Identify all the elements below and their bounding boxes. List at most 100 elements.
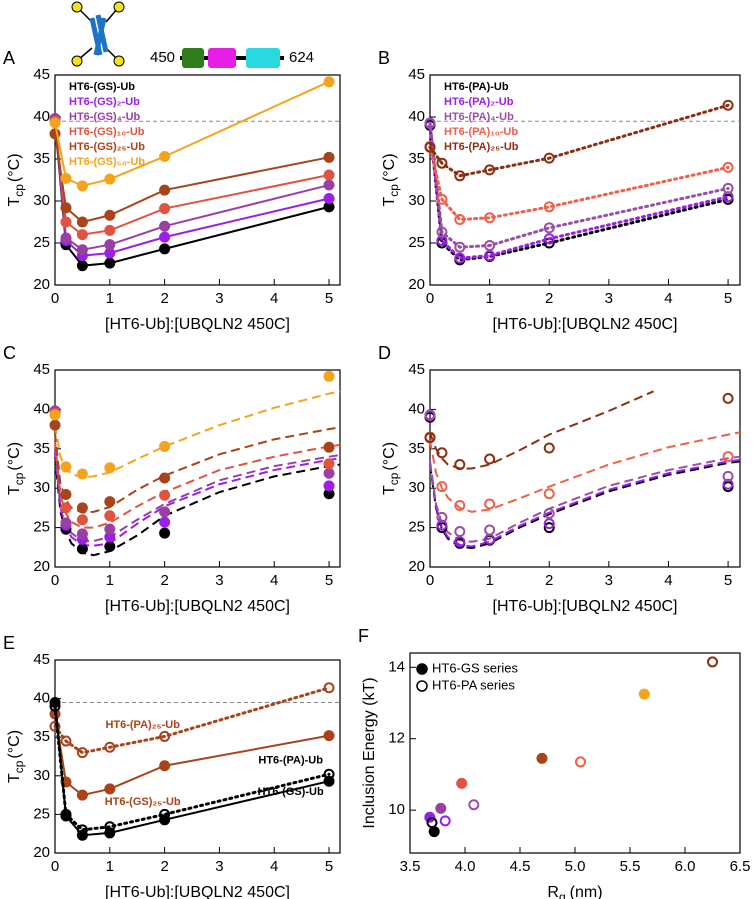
data-point <box>159 814 171 826</box>
series-line <box>53 686 331 755</box>
legend-label: HT6-(PA)₁₀-Ub <box>444 126 518 138</box>
x-tick-label: 3 <box>215 858 223 875</box>
data-point <box>159 516 171 528</box>
data-point <box>543 201 555 213</box>
x-axis-label: [HT6-Ub]:[UBQLN2 450C] <box>493 316 678 333</box>
data-point <box>104 741 116 753</box>
data-point <box>76 789 88 801</box>
y-tick-label: 35 <box>33 150 50 167</box>
panel-letter: B <box>378 48 390 68</box>
data-point <box>104 462 116 474</box>
legend-label: HT6-(PA)₂-Ub <box>444 96 514 108</box>
data-point <box>436 193 448 205</box>
schematic: 450 624 <box>71 1 314 68</box>
x-tick-label: 2 <box>160 858 168 875</box>
x-tick-label: 0 <box>426 572 434 589</box>
series-line <box>429 431 741 513</box>
x-tick-label: 1 <box>106 290 114 307</box>
data-point <box>436 481 448 493</box>
x-tick-label: 2 <box>160 572 168 589</box>
data-point <box>76 180 88 192</box>
y-tick-label: 20 <box>33 276 50 293</box>
data-point <box>484 212 496 224</box>
y-label-sub: cp <box>12 760 26 773</box>
series-line <box>54 390 341 479</box>
series-line <box>53 704 331 832</box>
x-label-main: [HT6-Ub]:[UBQLN2 450C] <box>493 316 678 333</box>
data-point <box>436 157 448 169</box>
y-tick-label: 45 <box>33 361 50 378</box>
legend-label: HT6-GS series <box>432 660 518 675</box>
plot-frame <box>429 74 741 286</box>
x-tick-label: 4 <box>270 572 278 589</box>
plot-frame <box>54 74 341 286</box>
data-point <box>49 409 61 421</box>
x-tick-label: 4 <box>270 858 278 875</box>
legend-label: HT6-(PA)₂₅-Ub <box>444 141 519 153</box>
x-tick-label: 5 <box>325 572 333 589</box>
data-point <box>722 470 734 482</box>
data-point <box>104 173 116 185</box>
x-tick-label: 5.0 <box>565 858 586 875</box>
data-point <box>454 170 466 182</box>
data-point <box>543 488 555 500</box>
data-point <box>722 161 734 173</box>
x-tick-label: 0 <box>51 572 59 589</box>
y-tick-label: 30 <box>408 192 425 209</box>
data-point <box>159 730 171 742</box>
series-line <box>54 440 341 529</box>
data-point <box>76 543 88 555</box>
data-point <box>76 229 88 241</box>
data-point <box>436 519 448 531</box>
series-line <box>428 103 730 178</box>
data-point <box>76 528 88 540</box>
series-line <box>54 80 330 187</box>
y-label-main: T <box>381 197 398 207</box>
data-point <box>159 489 171 501</box>
data-point <box>454 500 466 512</box>
data-point <box>76 260 88 272</box>
data-point <box>436 226 448 238</box>
y-tick-label: 25 <box>408 234 425 251</box>
data-point <box>76 502 88 514</box>
x-label-main: R <box>547 884 559 899</box>
data-point <box>76 216 88 228</box>
y-label-unit: (°C) <box>6 153 23 182</box>
y-tick-label: 40 <box>33 690 50 707</box>
y-label-unit: (°C) <box>381 442 398 471</box>
y-label-sub: cp <box>387 472 401 485</box>
data-point <box>159 506 171 518</box>
data-point <box>76 514 88 526</box>
data-point <box>323 480 335 492</box>
data-point <box>323 169 335 181</box>
schematic-start: 450 <box>150 49 175 66</box>
data-point <box>484 498 496 510</box>
data-point <box>435 802 447 814</box>
y-axis-label: Inclusion Energy (kT) <box>361 677 378 828</box>
series-line <box>428 121 730 249</box>
series-line <box>54 452 341 547</box>
series-line <box>54 702 330 837</box>
data-point <box>159 243 171 255</box>
x-tick-label: 4.5 <box>510 858 531 875</box>
y-tick-label: 30 <box>33 192 50 209</box>
x-tick-label: 3 <box>605 290 613 307</box>
data-point <box>104 541 116 553</box>
y-tick-label: 40 <box>408 400 425 417</box>
data-point <box>543 233 555 245</box>
y-tick-label: 30 <box>408 479 425 496</box>
y-label-main: T <box>6 773 23 783</box>
y-tick-label: 40 <box>33 400 50 417</box>
x-tick-label: 6.0 <box>675 858 696 875</box>
y-tick-label: 35 <box>408 150 425 167</box>
y-tick-label: 45 <box>33 66 50 83</box>
y-axis-label: Tcp (°C) <box>381 153 401 206</box>
y-tick-label: 45 <box>408 361 425 378</box>
data-point <box>436 511 448 523</box>
data-point <box>323 467 335 479</box>
data-point <box>484 250 496 262</box>
data-point <box>49 696 61 708</box>
x-tick-label: 2 <box>545 290 553 307</box>
